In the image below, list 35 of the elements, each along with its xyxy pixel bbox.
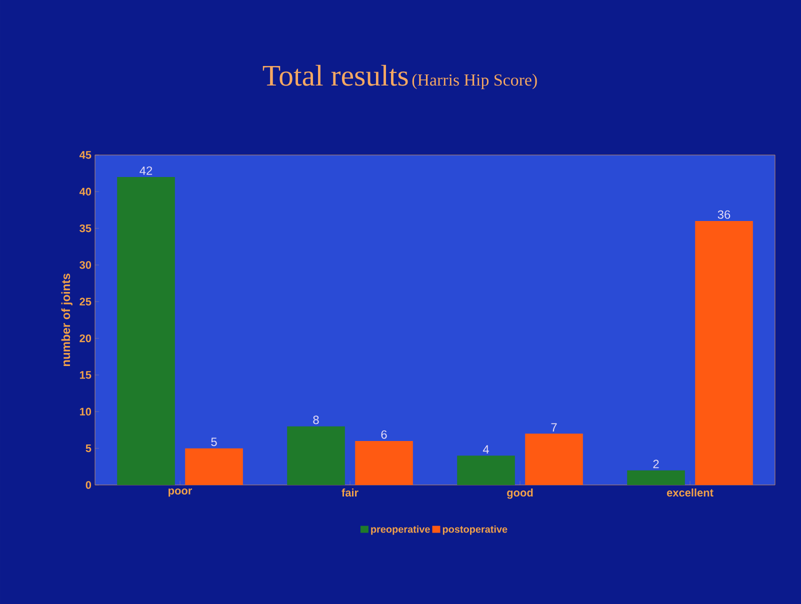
chart-title: Total results: [262, 64, 408, 86]
legend-label: preoperative: [371, 525, 430, 535]
y-tick-label: 20: [80, 334, 92, 342]
x-tick-label: fair: [342, 488, 358, 497]
y-tick-label: 30: [80, 261, 92, 269]
y-tick-label: 10: [80, 408, 92, 416]
y-tick-label: 25: [80, 298, 92, 306]
data-label: 36: [718, 210, 730, 219]
bar: [117, 176, 175, 485]
bar: [627, 470, 685, 485]
x-tick-label: good: [507, 488, 533, 499]
y-tick-label: 45: [79, 151, 92, 159]
data-label: 4: [482, 445, 489, 454]
y-tick-label: 15: [80, 371, 92, 379]
data-label: 7: [551, 423, 557, 432]
y-axis-title: number of joints: [61, 274, 72, 366]
y-tick-label: 5: [86, 444, 92, 452]
bar: [355, 440, 413, 485]
y-tick-label: 0: [86, 481, 92, 489]
data-label: 42: [140, 166, 152, 175]
chart-subtitle: (Harris Hip Score): [412, 74, 537, 90]
legend-label: postoperative: [442, 525, 508, 535]
y-tick-label: 35: [80, 224, 92, 232]
x-tick-label: excellent: [666, 488, 714, 497]
bar: [525, 434, 583, 485]
data-label: 2: [653, 460, 659, 468]
bar: [457, 456, 515, 485]
bar: [185, 448, 243, 485]
y-tick-label: 40: [79, 188, 92, 196]
data-label: 8: [313, 416, 319, 424]
data-label: 6: [381, 430, 387, 439]
bar: [287, 426, 345, 485]
x-tick-label: poor: [168, 488, 192, 497]
data-label: 5: [211, 438, 217, 446]
bar: [695, 220, 753, 485]
